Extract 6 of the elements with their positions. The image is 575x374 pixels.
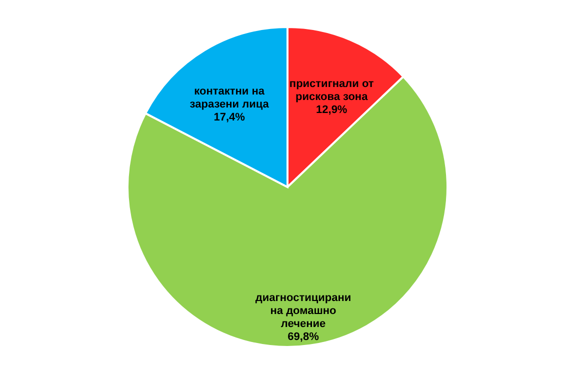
data-label: 17,4% [214, 111, 246, 124]
slice-label: контактни на заразени лица [190, 85, 270, 110]
slice-label: пристигнали от рискова зона [289, 78, 374, 104]
slice-label: диагностицирани на домашно лечение [255, 292, 352, 330]
data-label: 69,8% [288, 330, 320, 343]
data-label: 12,9% [316, 104, 348, 116]
